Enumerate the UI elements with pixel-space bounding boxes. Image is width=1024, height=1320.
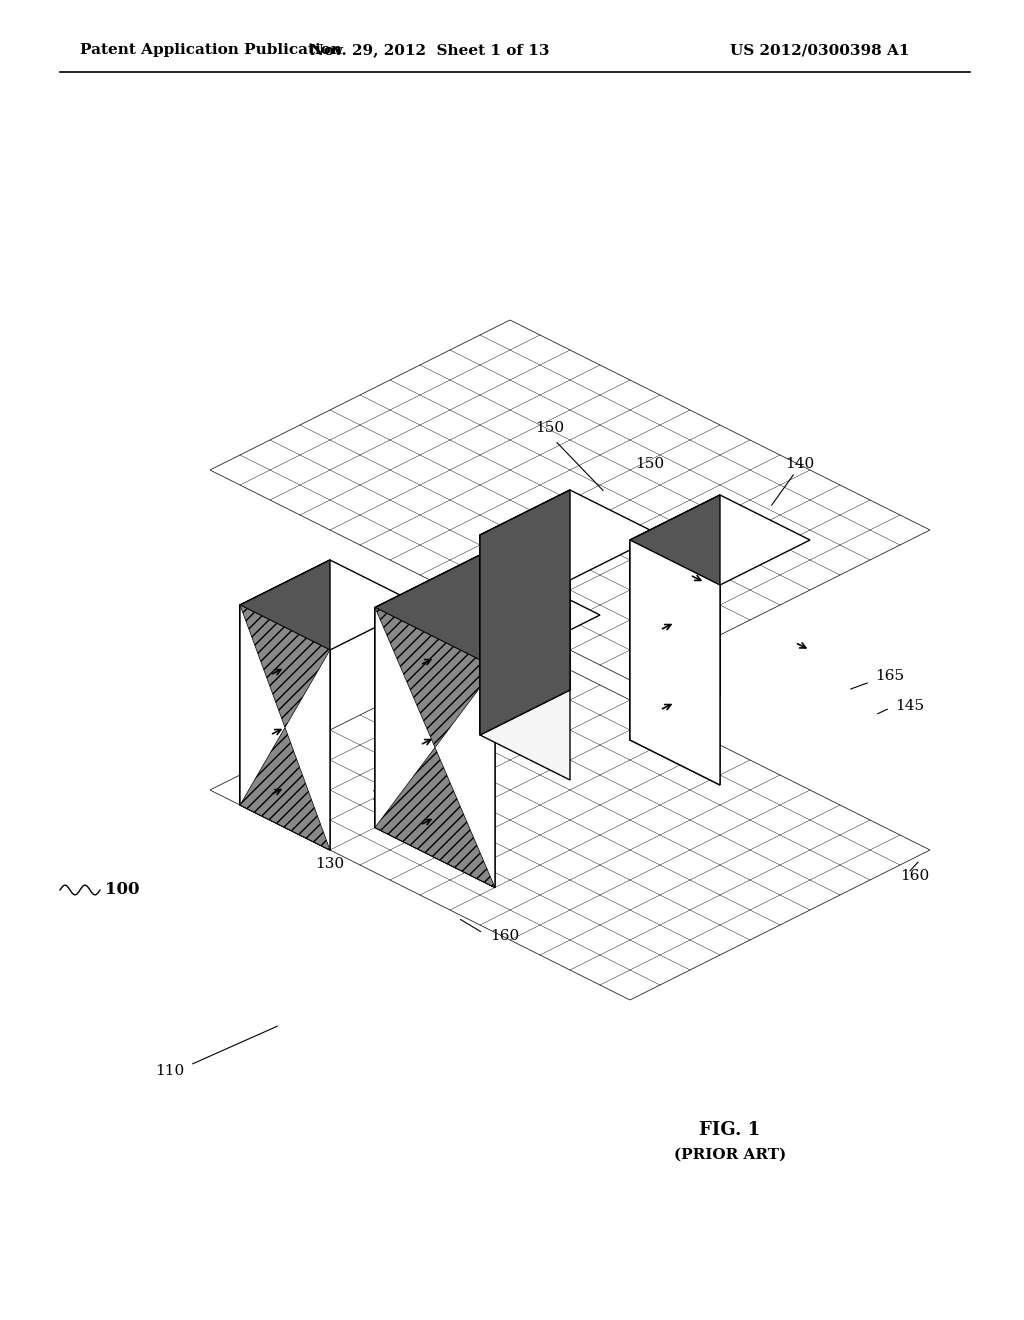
Polygon shape: [480, 490, 660, 579]
Polygon shape: [630, 495, 720, 741]
Text: 145: 145: [895, 700, 924, 713]
Polygon shape: [375, 607, 495, 747]
Polygon shape: [240, 605, 330, 850]
Polygon shape: [375, 747, 495, 887]
Polygon shape: [240, 560, 420, 649]
Polygon shape: [630, 495, 720, 741]
Polygon shape: [240, 560, 330, 805]
Text: 160: 160: [900, 869, 929, 883]
Polygon shape: [240, 560, 330, 805]
Polygon shape: [630, 495, 810, 585]
Polygon shape: [210, 640, 930, 1001]
Polygon shape: [240, 605, 330, 850]
Polygon shape: [375, 607, 495, 887]
Text: 130: 130: [315, 857, 344, 870]
Text: 165: 165: [874, 669, 904, 682]
Text: US 2012/0300398 A1: US 2012/0300398 A1: [730, 44, 909, 57]
Text: Patent Application Publication: Patent Application Publication: [80, 44, 342, 57]
Text: 110: 110: [155, 1064, 184, 1078]
Text: 160: 160: [490, 929, 519, 942]
Polygon shape: [630, 540, 720, 785]
Polygon shape: [375, 554, 480, 828]
Polygon shape: [375, 554, 480, 828]
Polygon shape: [240, 727, 330, 850]
Polygon shape: [480, 490, 570, 735]
Text: (PRIOR ART): (PRIOR ART): [674, 1148, 786, 1162]
Text: 100: 100: [105, 882, 139, 899]
Text: 150: 150: [635, 457, 665, 470]
Polygon shape: [375, 607, 495, 887]
Polygon shape: [480, 535, 570, 780]
Text: 150: 150: [535, 421, 564, 436]
Polygon shape: [375, 554, 600, 668]
Polygon shape: [480, 490, 570, 735]
Text: 120: 120: [370, 789, 399, 803]
Polygon shape: [240, 605, 330, 727]
Text: FIG. 1: FIG. 1: [699, 1121, 761, 1139]
Polygon shape: [210, 319, 930, 680]
Text: 140: 140: [785, 457, 814, 470]
Polygon shape: [630, 540, 720, 785]
Text: Nov. 29, 2012  Sheet 1 of 13: Nov. 29, 2012 Sheet 1 of 13: [310, 44, 550, 57]
